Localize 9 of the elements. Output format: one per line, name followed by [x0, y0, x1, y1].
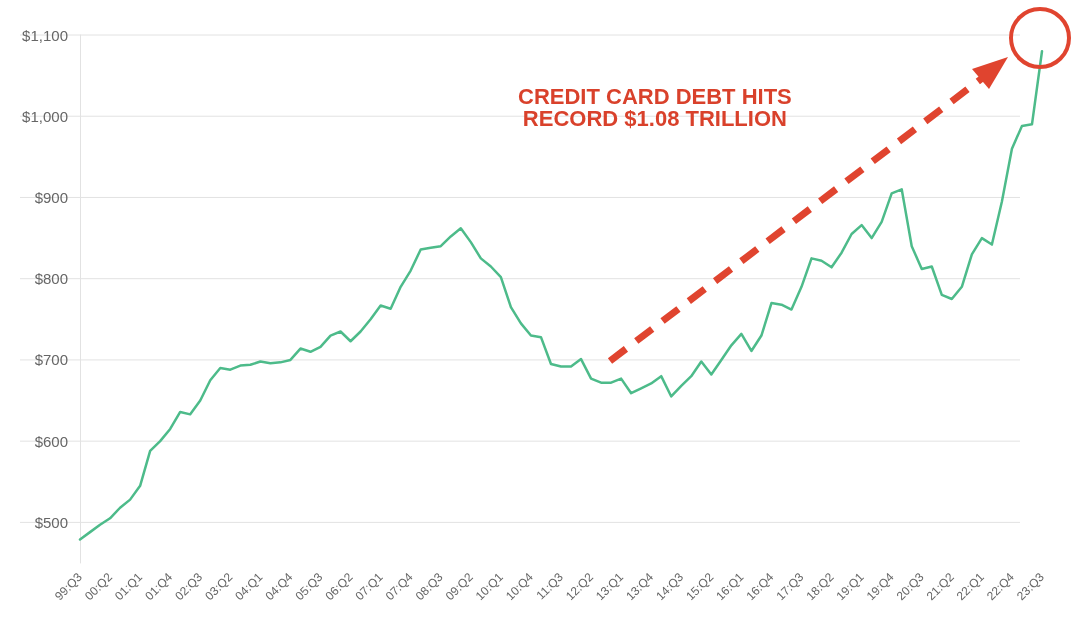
y-tick-label: $700 [34, 351, 68, 369]
y-tick-label: $1,100 [22, 26, 68, 44]
annotation: CREDIT CARD DEBT HITS RECORD $1.08 TRILLION [518, 83, 792, 131]
y-tick-label: $600 [34, 432, 68, 450]
y-tick-label: $900 [34, 188, 68, 206]
y-tick-label: $500 [34, 513, 68, 531]
y-tick-label: $1,000 [22, 107, 68, 125]
line-series [78, 50, 1044, 541]
y-tick-label: $800 [34, 270, 68, 288]
